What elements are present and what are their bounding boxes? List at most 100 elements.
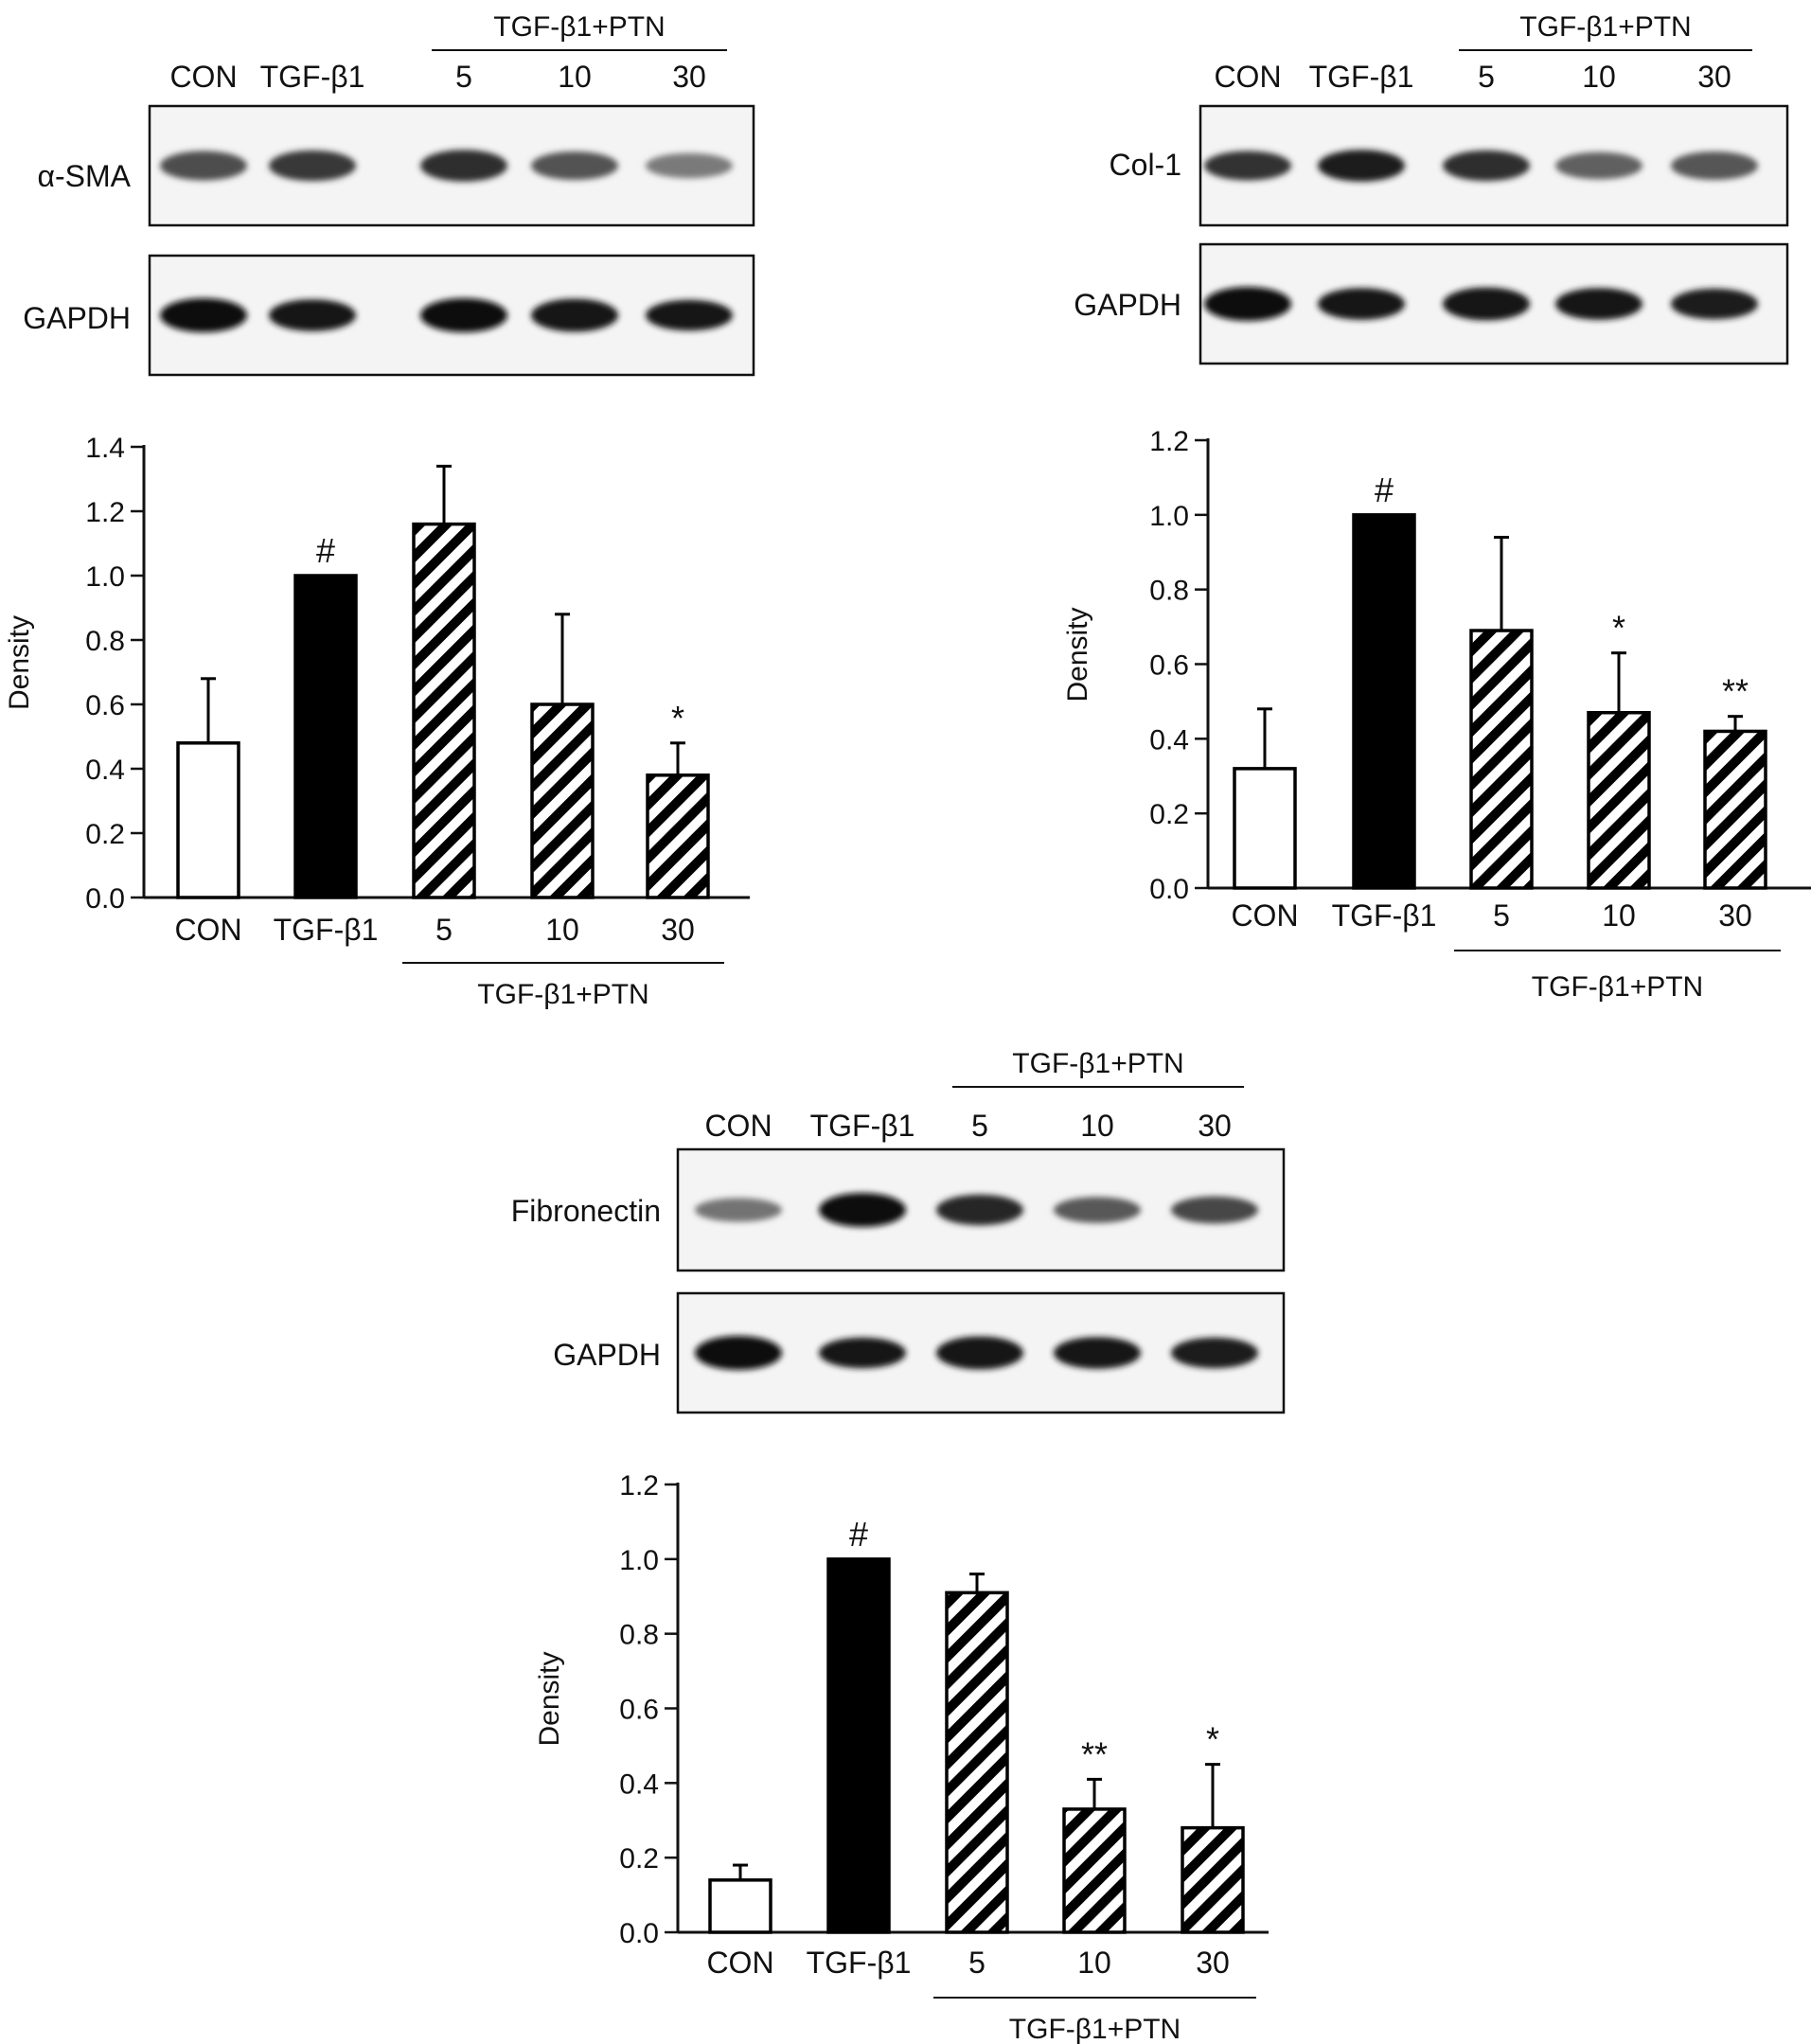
x-tick-label: CON xyxy=(1231,898,1298,933)
bar-chart: 0.0 0.2 0.4 0.6 0.8 1.0 1.2 Density CON # TGF-β1 5 *… xyxy=(1062,426,1811,1003)
blot-band xyxy=(819,1337,906,1369)
blot-band xyxy=(531,151,618,180)
lane-label: 5 xyxy=(971,1109,988,1143)
significance-marker: ** xyxy=(1081,1734,1108,1773)
protein-label: GAPDH xyxy=(23,301,131,335)
blot-band xyxy=(160,151,247,181)
lane-label: CON xyxy=(169,60,237,94)
x-tick-label: TGF-β1 xyxy=(274,913,379,947)
significance-marker: * xyxy=(671,699,684,738)
y-tick-label: 0.2 xyxy=(1149,799,1189,830)
significance-marker: # xyxy=(1375,471,1394,509)
panel-sma: CON TGF-β1 5 10 30TGF-β1+PTNα-SMAGAPDH0.00.2… xyxy=(4,11,755,1010)
blot-band xyxy=(695,1198,782,1222)
protein-label: α-SMA xyxy=(38,159,132,193)
blot-band xyxy=(646,299,733,331)
y-tick-label: 0.6 xyxy=(619,1695,659,1726)
blot-band xyxy=(1171,1196,1258,1224)
lane-label: 10 xyxy=(1080,1109,1114,1143)
y-tick-label: 0.8 xyxy=(619,1620,659,1651)
bar-chart: 0.0 0.2 0.4 0.6 0.8 1.0 1.2 1.4 Density CON # TGF-β… xyxy=(4,433,750,1010)
bar xyxy=(1587,710,1651,890)
blot-band xyxy=(1171,1337,1258,1369)
bar xyxy=(530,702,595,899)
lane-label: 30 xyxy=(1198,1109,1232,1143)
bar xyxy=(412,522,476,899)
significance-marker: # xyxy=(316,531,335,570)
x-tick-label: CON xyxy=(706,1946,773,1980)
blot-row: Col-1 xyxy=(1110,104,1789,227)
y-tick-label: 0.4 xyxy=(619,1769,659,1800)
y-tick-label: 0.8 xyxy=(1149,576,1189,607)
group-label: TGF-β1+PTN xyxy=(1519,11,1691,43)
lane-label: CON xyxy=(1214,60,1281,94)
significance-marker: * xyxy=(1612,609,1625,648)
bar xyxy=(646,773,710,899)
blot-band xyxy=(269,150,356,182)
group-label: TGF-β1+PTN xyxy=(1009,2014,1181,2044)
y-tick-label: 1.0 xyxy=(619,1545,659,1576)
x-tick-label: TGF-β1 xyxy=(807,1946,912,1980)
blot-band xyxy=(269,299,356,331)
x-tick-label: CON xyxy=(174,913,241,947)
blot-band xyxy=(420,298,507,332)
blot-band xyxy=(1054,1197,1141,1223)
lane-label: 10 xyxy=(558,60,592,94)
protein-label: Col-1 xyxy=(1110,148,1181,182)
protein-label: GAPDH xyxy=(1074,288,1181,322)
y-tick-label: 1.4 xyxy=(85,433,125,464)
lane-label: TGF-β1 xyxy=(810,1109,915,1143)
lane-label: 30 xyxy=(672,60,706,94)
x-tick-label: 30 xyxy=(1196,1946,1230,1980)
blot-band xyxy=(1318,150,1405,182)
blot-band xyxy=(1671,288,1758,320)
y-axis-title: Density xyxy=(534,1651,565,1746)
lane-label: 5 xyxy=(1478,60,1495,94)
bar xyxy=(1233,767,1297,890)
lane-label: TGF-β1 xyxy=(260,60,365,94)
y-tick-label: 0.6 xyxy=(85,690,125,721)
bar xyxy=(1469,629,1534,890)
blot-band xyxy=(160,298,247,332)
blot-band xyxy=(1204,287,1291,321)
y-tick-label: 0.4 xyxy=(1149,724,1189,755)
blot-band xyxy=(1204,151,1291,181)
y-tick-label: 0.8 xyxy=(85,626,125,657)
blot-row: Fibronectin xyxy=(511,1147,1286,1272)
y-tick-label: 0.6 xyxy=(1149,650,1189,682)
bar xyxy=(945,1591,1009,1934)
significance-marker: ** xyxy=(1722,672,1749,711)
protein-label: GAPDH xyxy=(553,1338,661,1372)
bar xyxy=(293,574,358,899)
blot-band xyxy=(1555,151,1642,180)
lane-label: 5 xyxy=(455,60,472,94)
blot-band xyxy=(1555,288,1642,320)
x-tick-label: TGF-β1 xyxy=(1332,898,1437,933)
bar xyxy=(1352,513,1416,890)
blot-row: α-SMA xyxy=(38,104,755,227)
y-tick-label: 1.2 xyxy=(619,1470,659,1502)
bar xyxy=(176,741,240,899)
y-axis-title: Density xyxy=(1062,607,1093,702)
blot-band xyxy=(936,1336,1023,1370)
x-tick-label: 10 xyxy=(1077,1946,1111,1980)
blot-band xyxy=(420,150,507,182)
blot-band xyxy=(531,298,618,332)
x-tick-label: 10 xyxy=(1602,898,1636,933)
y-axis-title: Density xyxy=(4,615,35,710)
bar xyxy=(826,1557,891,1934)
x-tick-label: 5 xyxy=(968,1946,985,1980)
significance-marker: # xyxy=(849,1515,868,1554)
lane-label: 10 xyxy=(1582,60,1616,94)
blot-band xyxy=(1443,150,1530,182)
group-label: TGF-β1+PTN xyxy=(1012,1048,1183,1079)
blot-band xyxy=(1671,151,1758,180)
group-label: TGF-β1+PTN xyxy=(477,979,648,1010)
y-tick-label: 1.0 xyxy=(1149,501,1189,532)
blot-band xyxy=(1054,1337,1141,1369)
x-tick-label: 5 xyxy=(1493,898,1510,933)
blot-band xyxy=(1318,288,1405,320)
